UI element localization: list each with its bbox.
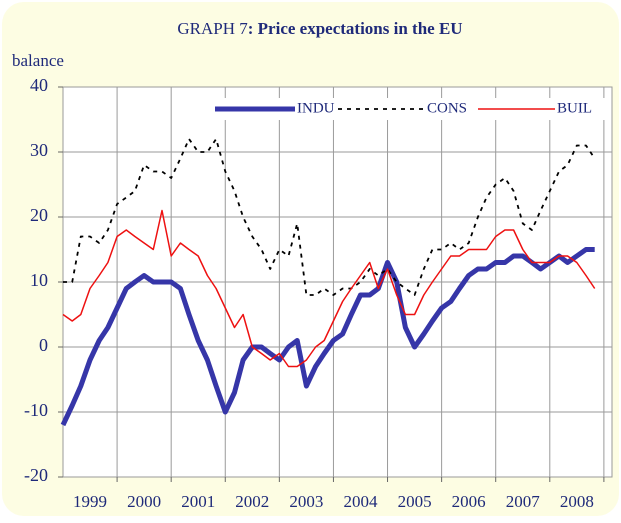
legend-label: CONS xyxy=(427,100,467,116)
x-tick-label: 2002 xyxy=(235,492,269,511)
x-tick-label: 2004 xyxy=(343,492,378,511)
legend-label: BUIL xyxy=(557,100,592,116)
x-tick-label: 2001 xyxy=(181,492,215,511)
x-tick-label: 2003 xyxy=(289,492,323,511)
x-tick-label: 2008 xyxy=(560,492,594,511)
legend-label: INDU xyxy=(297,100,335,116)
legend-box xyxy=(212,98,607,120)
x-tick-label: 2006 xyxy=(452,492,486,511)
series-line xyxy=(62,209,596,368)
series-line xyxy=(60,247,595,427)
chart-title: GRAPH 7: Price expectations in the EU xyxy=(177,19,462,38)
title-text: : Price expectations in the EU xyxy=(248,19,463,38)
y-tick-label: -20 xyxy=(24,465,48,485)
y-tick-label: 30 xyxy=(30,140,48,160)
y-axis-label: balance xyxy=(12,51,64,70)
y-tick-label: 40 xyxy=(30,75,48,95)
x-tick-label: 2000 xyxy=(127,492,161,511)
x-tick-label: 1999 xyxy=(73,492,107,511)
x-tick-label: 2007 xyxy=(506,492,541,511)
y-tick-label: -10 xyxy=(24,400,48,420)
x-tick-label: 2005 xyxy=(398,492,432,511)
y-tick-label: 20 xyxy=(30,205,48,225)
y-tick-label: 0 xyxy=(39,335,48,355)
title-label: GRAPH 7 xyxy=(177,19,248,38)
y-tick-label: 10 xyxy=(30,270,48,290)
